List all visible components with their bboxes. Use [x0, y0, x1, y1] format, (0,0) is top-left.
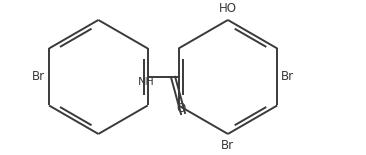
Text: NH: NH [138, 77, 155, 87]
Text: Br: Br [221, 139, 235, 152]
Text: Br: Br [281, 71, 294, 83]
Text: HO: HO [219, 2, 237, 15]
Text: Br: Br [32, 71, 45, 83]
Text: O: O [177, 102, 186, 115]
